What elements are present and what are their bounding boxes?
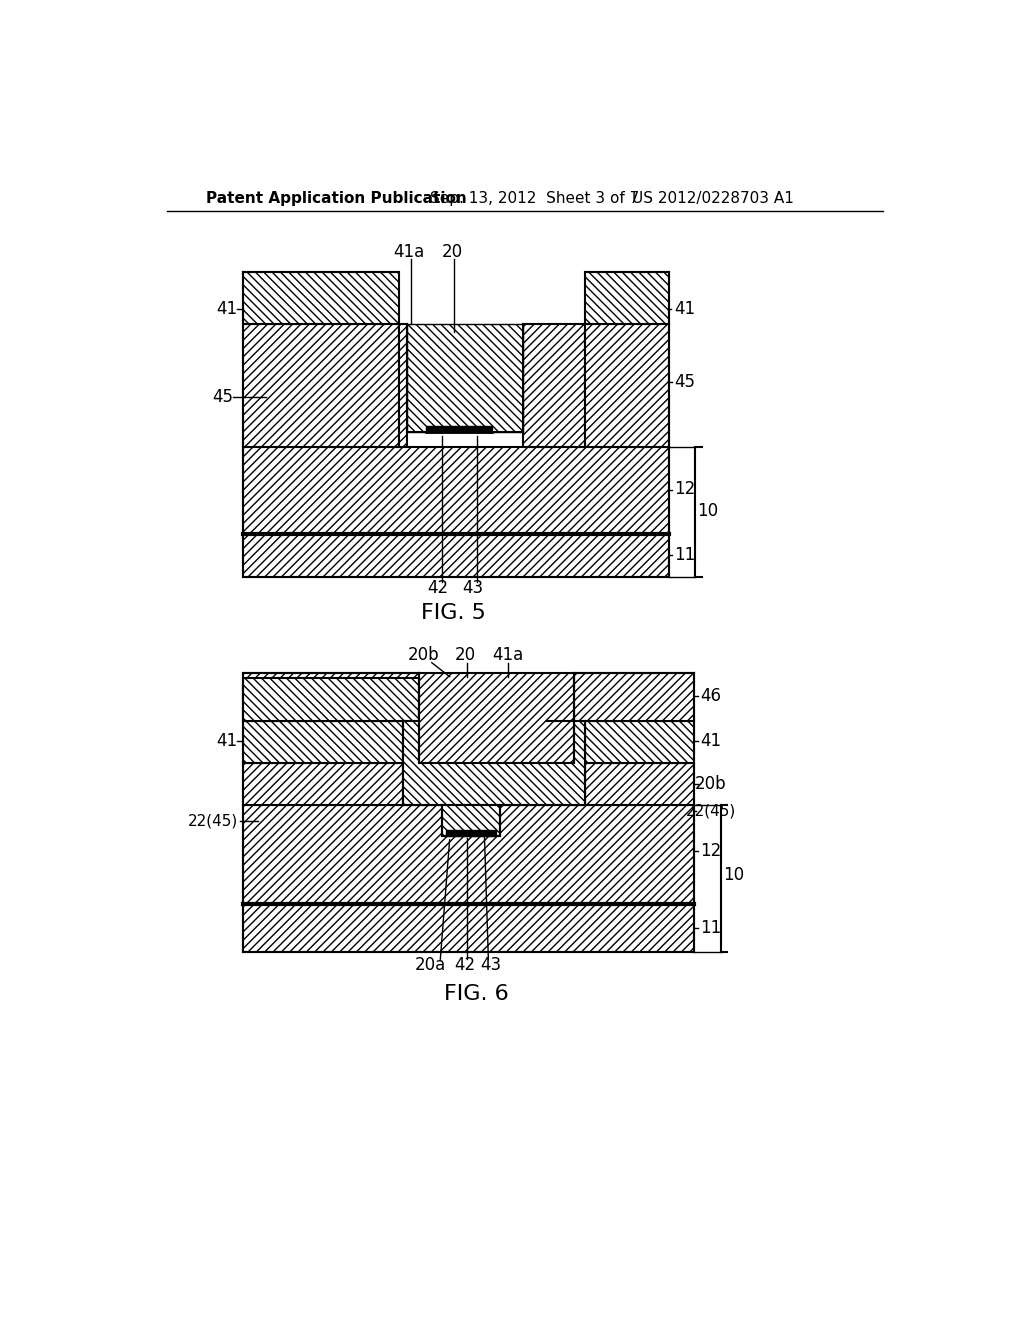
Bar: [407, 323, 523, 432]
Bar: [442, 805, 500, 836]
Text: 41a: 41a: [493, 645, 523, 664]
Text: 41a: 41a: [393, 243, 424, 261]
Text: 41: 41: [674, 300, 695, 318]
Bar: [399, 323, 407, 447]
Bar: [243, 721, 403, 763]
Bar: [403, 721, 586, 805]
Bar: [243, 904, 693, 952]
Bar: [243, 323, 399, 447]
Text: 22(45): 22(45): [188, 813, 239, 828]
Bar: [586, 323, 669, 447]
Text: 12: 12: [700, 842, 722, 861]
Bar: [243, 763, 403, 805]
Text: 10: 10: [724, 866, 744, 883]
Text: 42: 42: [455, 957, 476, 974]
Text: 46: 46: [700, 686, 721, 705]
Text: 22(45): 22(45): [686, 804, 736, 818]
Text: 11: 11: [674, 546, 695, 564]
Bar: [523, 323, 586, 447]
Bar: [573, 673, 693, 721]
Bar: [243, 272, 399, 323]
Text: 41: 41: [217, 300, 238, 318]
Text: 20a: 20a: [415, 957, 445, 974]
Bar: [243, 535, 669, 577]
Text: US 2012/0228703 A1: US 2012/0228703 A1: [632, 191, 794, 206]
Text: 20b: 20b: [409, 645, 440, 664]
Bar: [243, 447, 669, 535]
Text: 20b: 20b: [695, 775, 727, 792]
Text: FIG. 6: FIG. 6: [444, 983, 509, 1003]
Text: 42: 42: [427, 579, 449, 597]
Text: 20: 20: [441, 243, 463, 261]
Text: 43: 43: [462, 579, 483, 597]
Text: 11: 11: [700, 920, 722, 937]
Bar: [586, 763, 693, 805]
Text: FIG. 5: FIG. 5: [421, 603, 486, 623]
Bar: [243, 673, 419, 721]
Text: 41: 41: [700, 733, 721, 750]
Bar: [445, 830, 496, 836]
Bar: [426, 425, 493, 432]
Bar: [586, 272, 669, 323]
Text: 45: 45: [212, 388, 233, 407]
Bar: [243, 678, 419, 721]
Text: Patent Application Publication: Patent Application Publication: [206, 191, 466, 206]
Text: 12: 12: [674, 480, 695, 499]
Text: 41: 41: [217, 733, 238, 750]
Bar: [586, 721, 693, 763]
Text: 45: 45: [674, 372, 695, 391]
Bar: [419, 673, 573, 763]
Text: 20: 20: [455, 645, 476, 664]
Bar: [243, 805, 693, 904]
Text: Sep. 13, 2012  Sheet 3 of 7: Sep. 13, 2012 Sheet 3 of 7: [430, 191, 640, 206]
Text: 43: 43: [480, 957, 502, 974]
Text: 10: 10: [697, 502, 718, 520]
